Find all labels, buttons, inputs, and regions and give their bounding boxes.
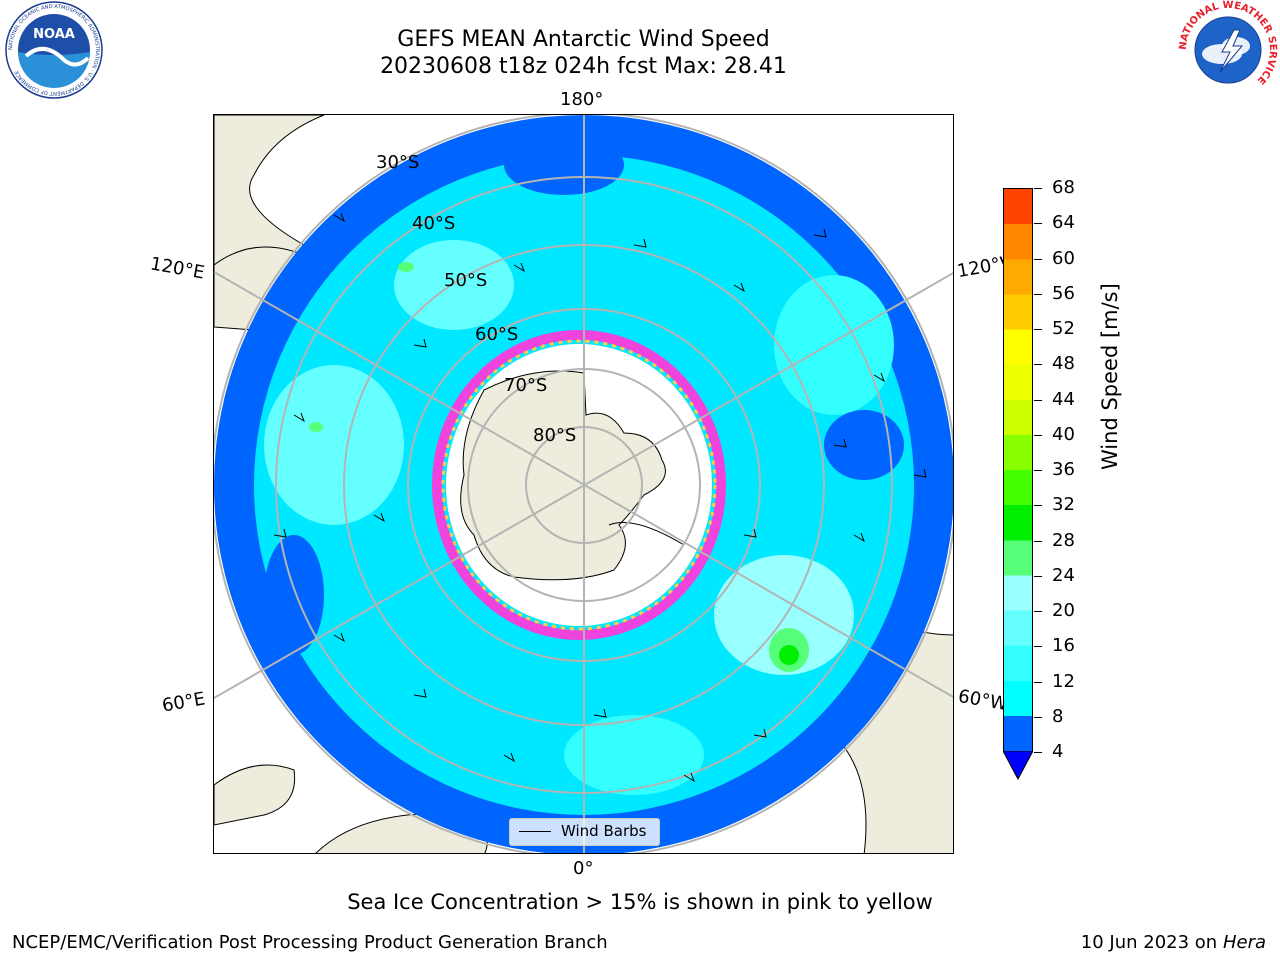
- colorbar-tick-label: 64: [1052, 212, 1075, 234]
- lat-label-30s: 30°S: [376, 152, 420, 173]
- legend-label: Wind Barbs: [561, 822, 647, 840]
- colorbar-tick-label: 56: [1052, 282, 1075, 304]
- wind-cell-atlantic: [564, 715, 704, 795]
- lon-label-60e: 60°E: [160, 688, 207, 717]
- colorbar-tick-label: 12: [1052, 670, 1075, 692]
- colorbar-tick: [1034, 575, 1042, 577]
- colorbar-tick: [1034, 716, 1042, 718]
- colorbar-tick: [1034, 681, 1042, 683]
- lat-label-70s: 70°S: [504, 375, 548, 396]
- lon-label-0: 0°: [573, 858, 594, 879]
- colorbar-tick-label: 68: [1052, 177, 1075, 198]
- colorbar: [1003, 188, 1033, 752]
- wind-cell-low-north: [504, 135, 624, 195]
- date-value: 10 Jun 2023 on: [1080, 932, 1218, 953]
- wind-cell-tasman: [394, 240, 514, 330]
- land-africa: [214, 764, 296, 826]
- colorbar-tick: [1034, 364, 1042, 366]
- colorbar-tick: [1034, 752, 1042, 753]
- legend-wind-barb-line: [519, 831, 551, 832]
- credit-text: NCEP/EMC/Verification Post Processing Pr…: [12, 932, 608, 953]
- wind-cell-pacific: [774, 275, 894, 415]
- colorbar-tick: [1034, 470, 1042, 471]
- colorbar-tick: [1034, 329, 1042, 330]
- lat-label-40s: 40°S: [412, 213, 456, 234]
- sea-ice-edge-pink: [432, 330, 726, 640]
- wind-barbs: [273, 212, 927, 783]
- nws-logo: NATIONAL WEATHER SERVICE: [1178, 0, 1278, 100]
- colorbar-tick-label: 24: [1052, 564, 1075, 586]
- colorbar-tick-label: 20: [1052, 600, 1075, 621]
- lat-label-60s: 60°S: [475, 324, 519, 345]
- colorbar-tick-label: 16: [1052, 635, 1075, 657]
- colorbar-tick: [1034, 258, 1042, 260]
- colorbar-tick: [1034, 434, 1042, 436]
- machine-name: Hera: [1222, 932, 1266, 953]
- wind-cell-west: [264, 365, 404, 525]
- colorbar-tick-label: 28: [1052, 529, 1075, 551]
- sea-ice-edge-yellow: [441, 339, 717, 631]
- noaa-logo-text: NOAA: [33, 27, 75, 42]
- legend: [509, 818, 660, 846]
- colorbar-label: Wind Speed [m/s]: [1098, 283, 1122, 470]
- colorbar-tick: [1034, 611, 1042, 612]
- lat-label-80s: 80°S: [533, 425, 577, 446]
- colorbar-tick: [1034, 540, 1042, 542]
- colorbar-tick-label: 4: [1052, 741, 1064, 762]
- noaa-logo: NOAA NATIONAL OCEANIC AND ATMOSPHERIC AD…: [4, 0, 104, 100]
- colorbar-tick-label: 52: [1052, 318, 1075, 339]
- date-text: 10 Jun 2023 on Hera: [1081, 932, 1266, 953]
- colorbar-tick-label: 48: [1052, 353, 1075, 375]
- colorbar-tick: [1034, 505, 1042, 507]
- polar-map: [213, 114, 954, 854]
- colorbar-tick-label: 36: [1052, 459, 1075, 480]
- lat-label-50s: 50°S: [444, 270, 488, 291]
- wind-cell-low-east: [824, 410, 904, 480]
- lon-label-120e: 120°E: [148, 253, 207, 284]
- colorbar-tick-label: 32: [1052, 494, 1075, 516]
- chart-title: GEFS MEAN Antarctic Wind Speed: [397, 27, 770, 52]
- colorbar-tick-label: 40: [1052, 423, 1075, 445]
- colorbar-tick: [1034, 646, 1042, 648]
- colorbar-tick: [1034, 223, 1042, 225]
- chart-subtitle: 20230608 t18z 024h fcst Max: 28.41: [380, 54, 787, 79]
- colorbar-tick-label: 8: [1052, 705, 1064, 727]
- wind-max-core: [779, 645, 799, 665]
- colorbar-tick: [1034, 293, 1042, 295]
- graticule: [214, 115, 953, 853]
- wind-cell-drake: [714, 555, 854, 675]
- colorbar-tick: [1034, 399, 1042, 401]
- colorbar-tick: [1034, 188, 1042, 189]
- sea-ice-note: Sea Ice Concentration > 15% is shown in …: [347, 890, 933, 914]
- colorbar-under-arrow: [1002, 750, 1034, 785]
- lon-label-180: 180°: [560, 89, 604, 110]
- colorbar-tick-label: 60: [1052, 247, 1075, 269]
- colorbar-tick-label: 44: [1052, 388, 1075, 410]
- lon-label-60w: 60°W: [956, 685, 1010, 716]
